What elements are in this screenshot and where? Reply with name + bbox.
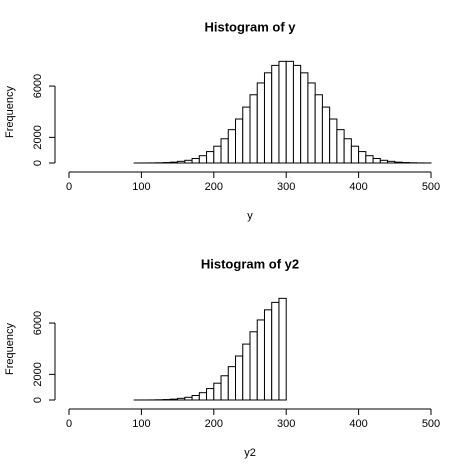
bar bbox=[242, 343, 251, 401]
bar bbox=[184, 396, 193, 401]
bar bbox=[184, 159, 193, 164]
bar bbox=[379, 159, 389, 164]
x-tick-label: 0 bbox=[66, 418, 72, 430]
bar bbox=[177, 397, 186, 401]
bar bbox=[285, 60, 294, 164]
bar bbox=[256, 82, 265, 164]
bar bbox=[220, 375, 229, 401]
bar bbox=[206, 388, 215, 401]
bar bbox=[271, 301, 280, 401]
bar bbox=[235, 355, 244, 401]
bar bbox=[213, 382, 222, 401]
bar bbox=[329, 118, 338, 164]
bar bbox=[169, 161, 179, 164]
bar bbox=[358, 151, 367, 164]
x-axis-label: y2 bbox=[244, 447, 256, 459]
x-axis-label: y bbox=[247, 210, 253, 222]
bar bbox=[235, 118, 244, 164]
x-tick-label: 0 bbox=[66, 181, 72, 193]
bar bbox=[206, 151, 215, 164]
x-tick-label: 200 bbox=[205, 418, 223, 430]
bar bbox=[242, 106, 251, 164]
x-tick-label: 400 bbox=[349, 418, 367, 430]
y-tick-label: 6000 bbox=[32, 311, 44, 335]
bar bbox=[300, 72, 309, 164]
bar bbox=[249, 94, 258, 164]
chart-title: Histogram of y2 bbox=[201, 256, 299, 271]
bar bbox=[365, 155, 374, 164]
bar bbox=[372, 158, 381, 164]
bar bbox=[198, 155, 208, 164]
bar bbox=[191, 158, 200, 164]
bar bbox=[249, 331, 258, 401]
bar bbox=[278, 60, 287, 164]
bar bbox=[177, 160, 186, 164]
bar bbox=[343, 138, 352, 164]
x-tick-label: 300 bbox=[277, 418, 295, 430]
bar bbox=[256, 319, 265, 401]
bar bbox=[350, 145, 360, 164]
bar bbox=[292, 64, 302, 164]
bar bbox=[198, 392, 208, 401]
y-tick-label: 2000 bbox=[32, 362, 44, 386]
bar bbox=[169, 398, 179, 401]
x-tick-label: 500 bbox=[422, 181, 440, 193]
y-tick-label: 2000 bbox=[32, 125, 44, 149]
bar bbox=[307, 82, 316, 164]
bar bbox=[387, 160, 396, 164]
x-tick-label: 300 bbox=[277, 181, 295, 193]
bar bbox=[278, 297, 287, 401]
bar bbox=[227, 366, 237, 401]
y-tick-label: 0 bbox=[32, 160, 44, 166]
bar bbox=[314, 94, 323, 164]
bar bbox=[213, 145, 222, 164]
x-tick-label: 100 bbox=[132, 418, 150, 430]
x-tick-label: 500 bbox=[422, 418, 440, 430]
y-tick-label: 6000 bbox=[32, 74, 44, 98]
bar bbox=[271, 64, 280, 164]
y-axis-label: Frequency bbox=[4, 323, 16, 375]
x-tick-label: 100 bbox=[132, 181, 150, 193]
y-tick-label: 0 bbox=[32, 397, 44, 403]
y-axis-label: Frequency bbox=[4, 86, 16, 138]
bar bbox=[191, 395, 200, 401]
bar bbox=[321, 106, 331, 164]
bar bbox=[227, 129, 237, 164]
x-tick-label: 400 bbox=[349, 181, 367, 193]
bar bbox=[263, 309, 273, 401]
x-tick-label: 200 bbox=[205, 181, 223, 193]
bar bbox=[336, 129, 345, 164]
bar bbox=[394, 161, 403, 164]
chart-title: Histogram of y bbox=[204, 19, 296, 34]
bar bbox=[263, 72, 273, 164]
bar bbox=[220, 138, 229, 164]
